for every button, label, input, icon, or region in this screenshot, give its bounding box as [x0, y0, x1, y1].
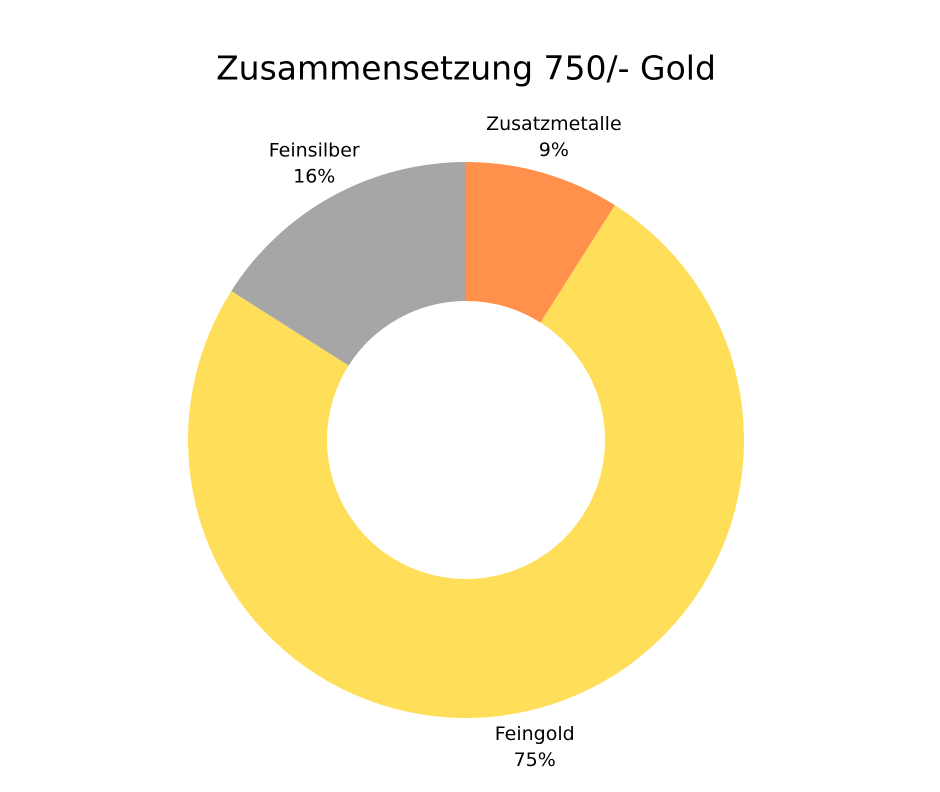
donut-slice	[188, 205, 745, 719]
slice-value-label: 9%	[539, 139, 569, 161]
slice-label: Zusatzmetalle	[486, 113, 622, 135]
donut-slice	[466, 162, 615, 323]
chart-title: Zusammensetzung 750/- Gold	[216, 49, 716, 88]
slice-value-label: 16%	[293, 165, 335, 187]
slice-label: Feingold	[495, 723, 575, 745]
donut-slice	[231, 162, 466, 366]
slice-label: Feinsilber	[269, 139, 360, 161]
slice-value-label: 75%	[514, 749, 556, 771]
